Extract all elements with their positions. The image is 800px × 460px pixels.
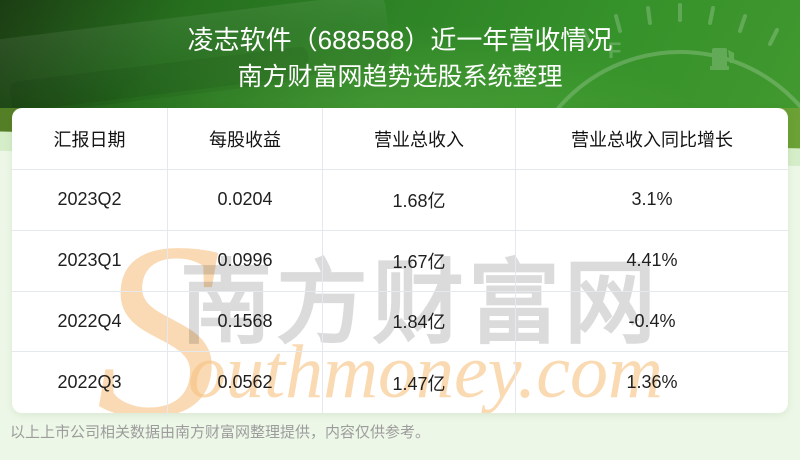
watermark-southmoney: outhmoney.com: [188, 330, 663, 413]
watermark-s-swirl: S: [96, 190, 222, 413]
cell-total-revenue: 1.68亿: [322, 170, 515, 231]
revenue-table: 汇报日期 每股收益 营业总收入 营业总收入同比增长 2023Q2 0.0204 …: [12, 108, 788, 413]
cell-yoy-growth: 1.36%: [515, 352, 788, 413]
column-header-total-revenue: 营业总收入: [322, 108, 515, 170]
cell-total-revenue: 1.47亿: [322, 352, 515, 413]
cell-eps: 0.0996: [167, 230, 322, 292]
cell-report-date: 2023Q2: [12, 170, 167, 231]
column-header-eps: 每股收益: [167, 108, 322, 170]
cell-yoy-growth: -0.4%: [515, 291, 788, 353]
cell-total-revenue: 1.67亿: [322, 230, 515, 292]
cell-yoy-growth: 4.41%: [515, 230, 788, 292]
page-subtitle: 南方财富网趋势选股系统整理: [237, 63, 563, 91]
watermark-chinese: 南方财富网: [180, 253, 661, 355]
column-header-yoy-growth: 营业总收入同比增长: [515, 108, 788, 170]
column-header-report-date: 汇报日期: [12, 108, 167, 170]
cell-eps: 0.1568: [167, 291, 322, 353]
cell-report-date: 2022Q4: [12, 292, 167, 353]
cell-eps: 0.0562: [167, 352, 322, 413]
cell-total-revenue: 1.84亿: [322, 291, 515, 353]
cell-eps: 0.0204: [167, 170, 322, 231]
cell-yoy-growth: 3.1%: [515, 170, 788, 231]
revenue-table-card: S 南方财富网 outhmoney.com 汇报日期 每股收益 营业总收入 营业…: [12, 108, 788, 413]
header-banner: F 凌志软件（688588）近一年营收情况 南方财富网趋势选股系统整理: [0, 0, 800, 108]
cell-report-date: 2023Q1: [12, 231, 167, 292]
cell-report-date: 2022Q3: [57, 372, 122, 393]
footer-disclaimer: 以上上市公司相关数据由南方财富网整理提供，内容仅供参考。: [10, 424, 431, 441]
page-title: 凌志软件（688588）近一年营收情况: [187, 25, 613, 55]
